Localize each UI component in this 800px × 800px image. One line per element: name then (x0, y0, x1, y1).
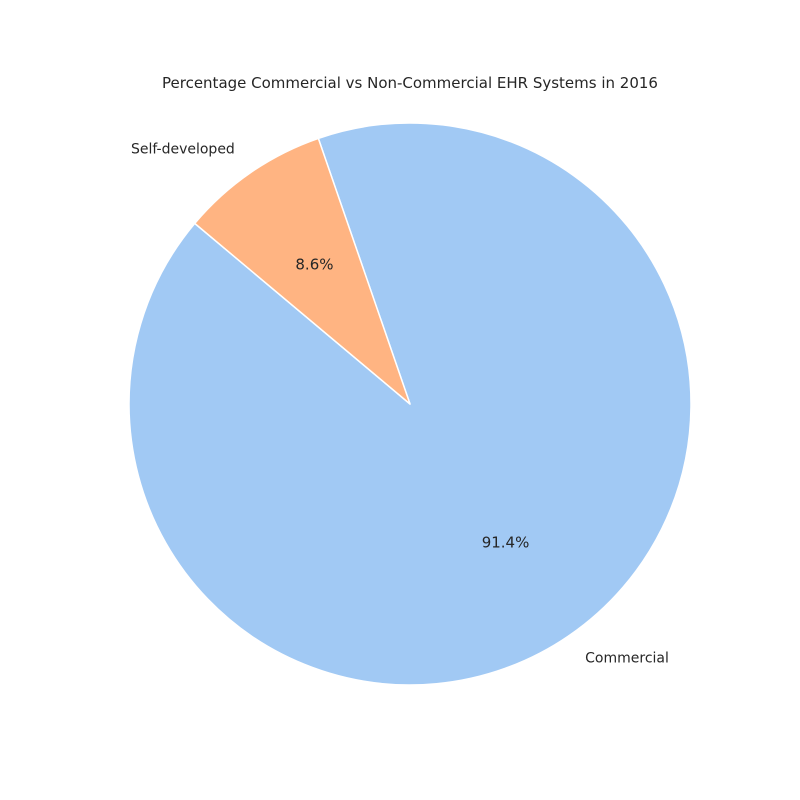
slice-label: Commercial (585, 651, 669, 667)
pie-slices (128, 122, 692, 686)
pie-slice-self-developed (193, 137, 411, 405)
slice-label: Self-developed (131, 141, 235, 157)
slice-percentage-label: 8.6% (295, 256, 333, 274)
pie-labels: Commercial 91.4% Self-developed 8.6% (131, 141, 669, 666)
slice-percentage-label: 91.4% (482, 533, 530, 551)
chart-title: Percentage Commercial vs Non-Commercial … (162, 74, 658, 92)
